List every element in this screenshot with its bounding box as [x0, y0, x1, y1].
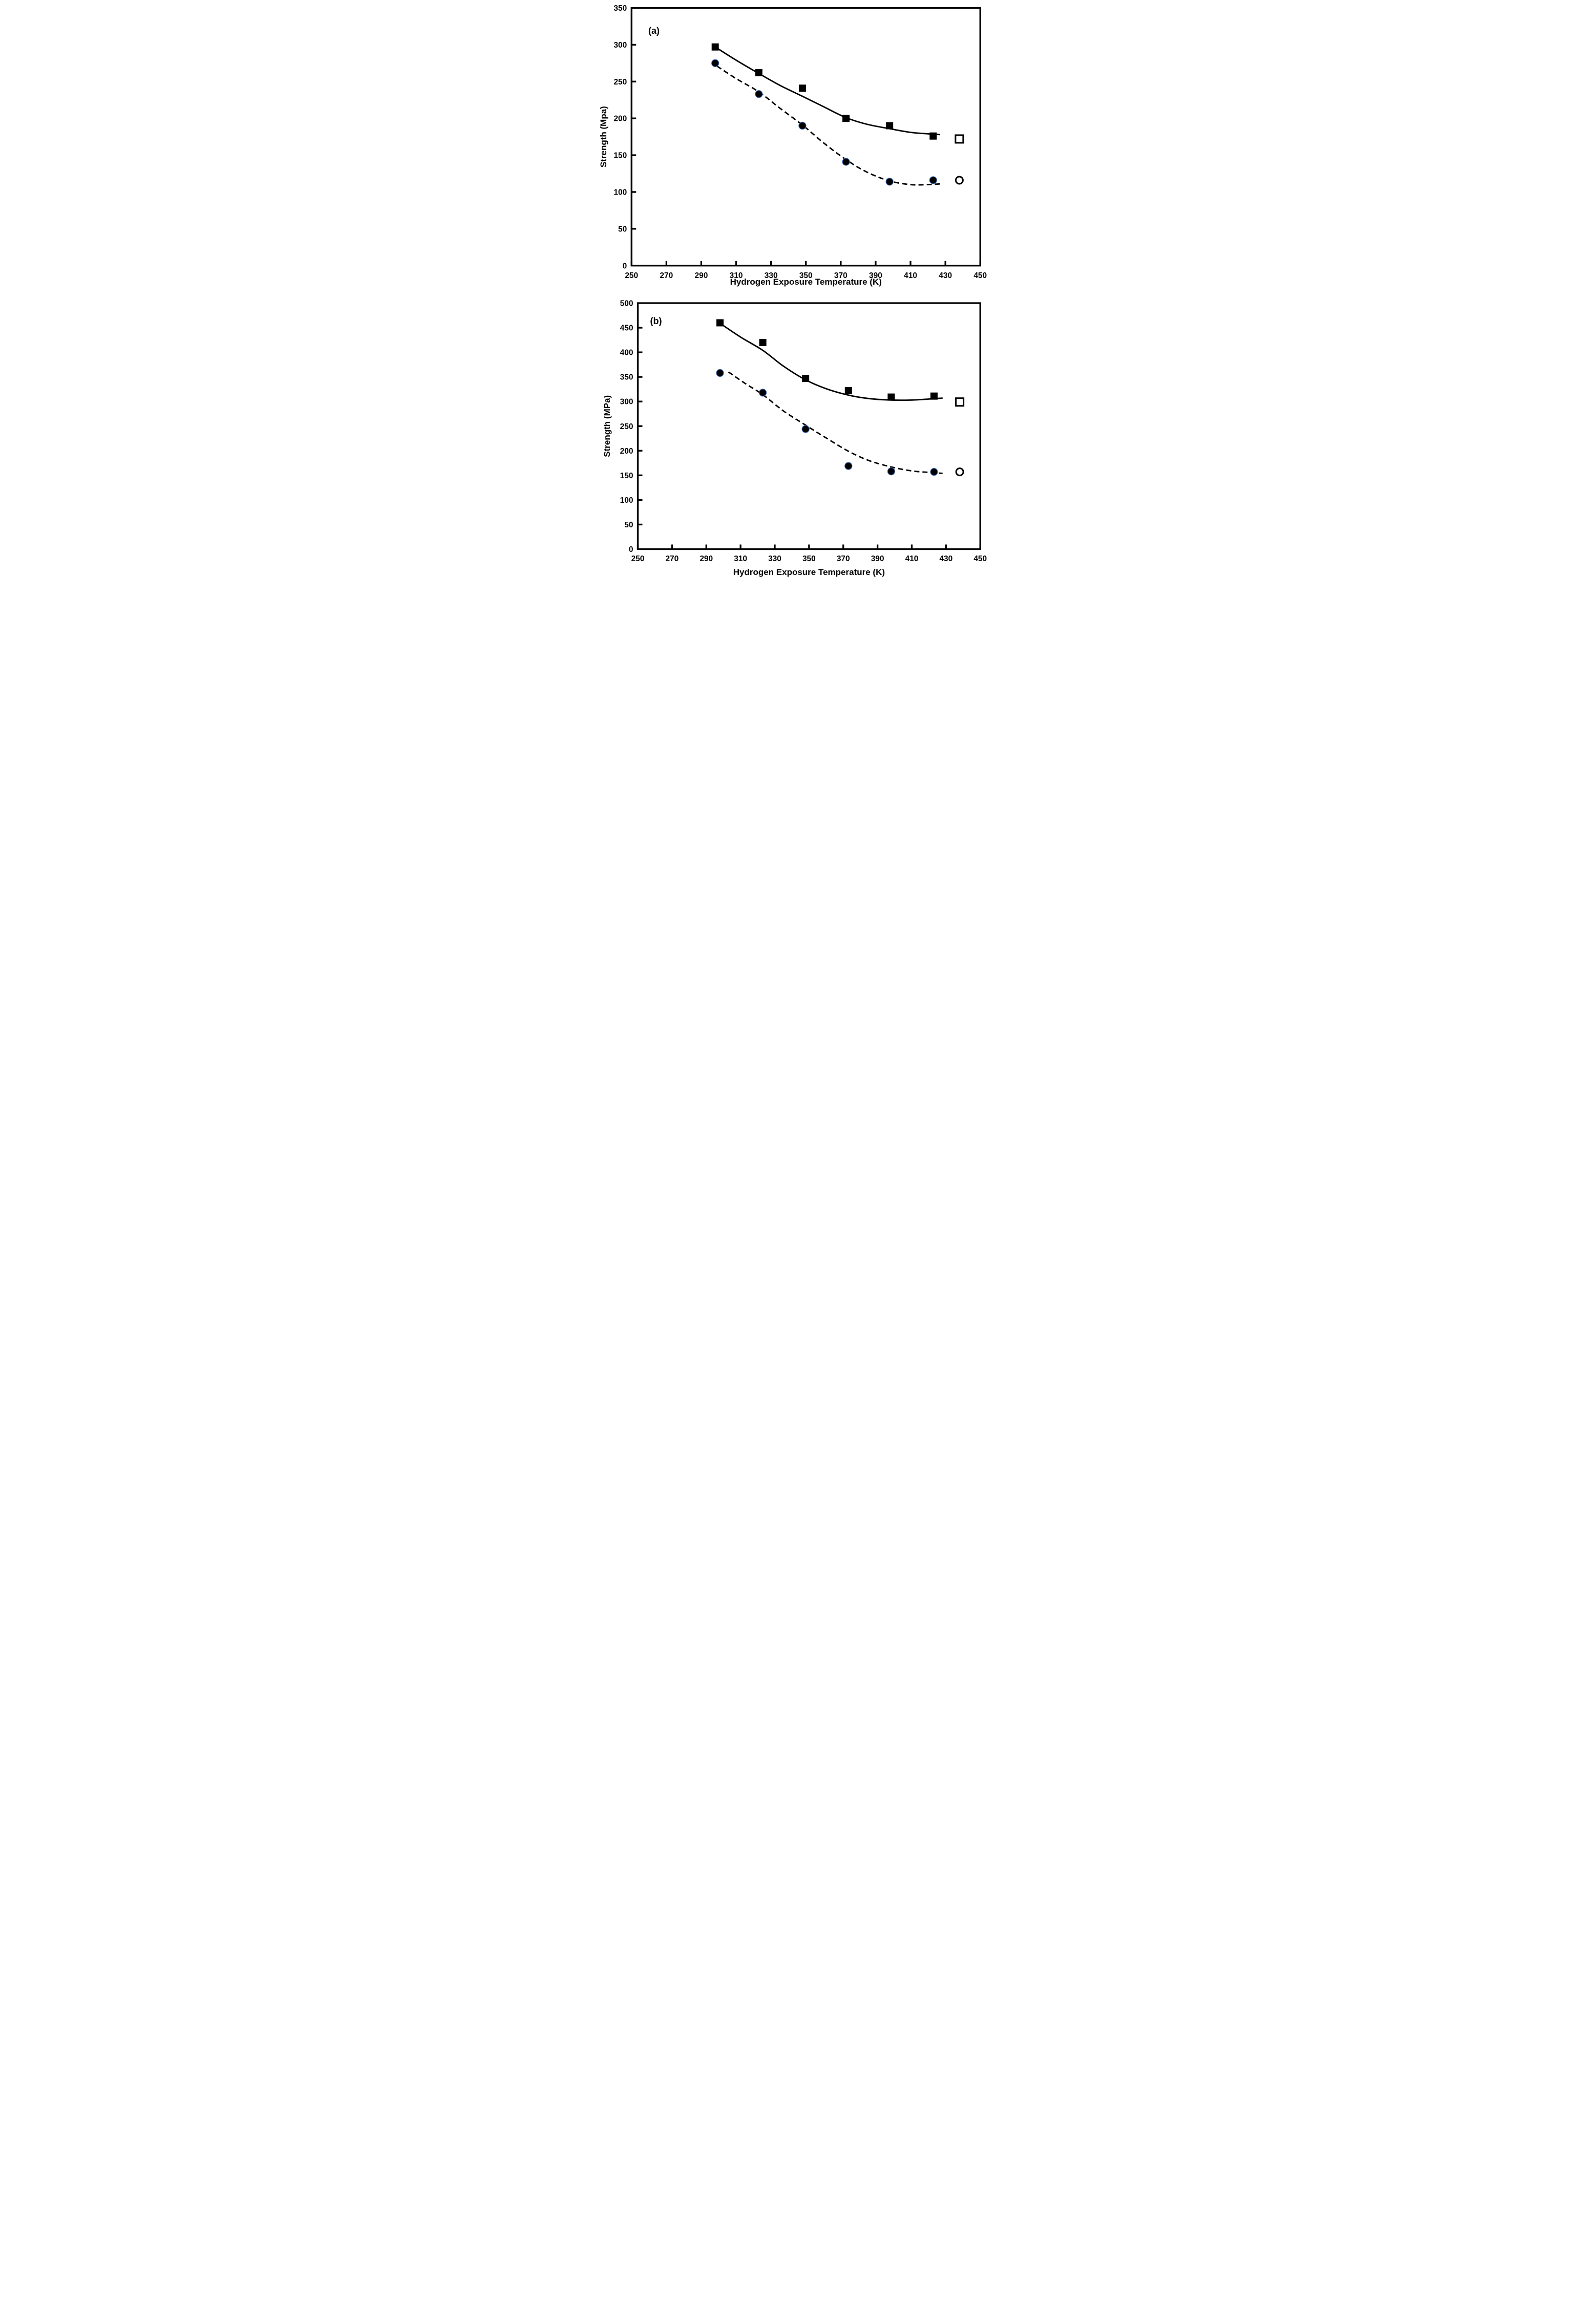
series-open-square — [955, 397, 964, 407]
x-tick-label: 410 — [904, 271, 917, 280]
x-tick-label: 350 — [802, 555, 815, 563]
x-tick-label: 290 — [694, 271, 708, 280]
series-filled-circles — [715, 369, 938, 476]
filled-square-marker — [887, 393, 895, 401]
filled-square-marker — [801, 375, 809, 382]
filled-circle-marker — [758, 389, 767, 397]
series-filled-circles — [711, 59, 937, 186]
x-tick-label: 410 — [905, 555, 918, 563]
x-tick-label: 270 — [665, 555, 679, 563]
x-tick-label: 330 — [764, 271, 777, 280]
y-tick-label: 300 — [620, 398, 633, 407]
filled-circle-marker — [841, 158, 850, 166]
y-tick-label: 200 — [613, 115, 627, 123]
x-tick-label: 450 — [973, 271, 987, 280]
filled-circle-marker — [885, 178, 894, 186]
panel-letter: (a) — [648, 26, 660, 36]
filled-square-marker — [711, 43, 719, 51]
filled-circle-marker — [711, 59, 719, 67]
x-tick-label: 430 — [939, 555, 952, 563]
axis-ticks: 250 270 290 310 330 350 370 390 410 430 450 0 50 100 1… — [613, 4, 987, 280]
x-axis-title: Hydrogen Exposure Temperature (K) — [733, 567, 884, 577]
filled-square-marker — [798, 84, 806, 92]
plot-frame — [630, 7, 981, 267]
x-tick-label: 370 — [836, 555, 850, 563]
filled-square-marker — [755, 69, 762, 77]
filled-circle-marker — [798, 121, 807, 130]
x-tick-label: 370 — [834, 271, 847, 280]
y-tick-label: 450 — [620, 324, 633, 333]
open-circle-marker — [955, 176, 964, 185]
y-tick-label: 100 — [620, 496, 633, 505]
filled-circle-marker — [754, 90, 762, 98]
x-tick-label: 350 — [799, 271, 812, 280]
panel-letter: (b) — [650, 316, 662, 326]
open-square-marker — [954, 134, 964, 144]
x-tick-label: 390 — [869, 271, 882, 280]
y-tick-label: 150 — [613, 152, 627, 160]
b-dashed-fit-curve — [728, 371, 943, 474]
y-tick-label: 100 — [613, 188, 627, 197]
x-tick-label: 310 — [729, 271, 743, 280]
series-filled-squares — [711, 43, 937, 140]
filled-square-marker — [929, 132, 937, 140]
filled-circle-marker — [801, 425, 810, 433]
filled-square-marker — [842, 115, 850, 122]
filled-square-marker — [759, 338, 767, 346]
chart-panel-b: 250 270 290 310 330 350 370 390 410 430 450 0 50 100 1… — [602, 300, 987, 578]
x-tick-label: 250 — [631, 555, 644, 563]
open-square-marker — [955, 397, 964, 407]
x-tick-label: 450 — [973, 555, 987, 563]
x-axis-title: Hydrogen Exposure Temperature (K) — [730, 277, 881, 287]
x-tick-label: 250 — [625, 271, 638, 280]
filled-square-marker — [930, 392, 938, 400]
y-axis-title: Strength (Mpa) — [599, 106, 608, 167]
y-tick-label: 250 — [620, 422, 633, 431]
figure-page: 250 270 290 310 330 350 370 390 410 430 450 0 50 100 1… — [596, 0, 993, 581]
x-tick-label: 330 — [768, 555, 781, 563]
filled-circle-marker — [844, 462, 852, 470]
b-solid-fit-curve — [719, 323, 943, 401]
y-tick-label: 400 — [620, 349, 633, 357]
x-tick-label: 390 — [871, 555, 884, 563]
plot-frame — [637, 302, 981, 550]
x-tick-label: 310 — [734, 555, 747, 563]
y-tick-label: 350 — [613, 4, 627, 13]
y-tick-label: 150 — [620, 472, 633, 480]
series-open-circle — [955, 176, 964, 185]
filled-square-marker — [716, 319, 724, 327]
y-tick-label: 350 — [620, 373, 633, 382]
open-circle-marker — [955, 467, 964, 477]
filled-circle-marker — [929, 468, 938, 476]
filled-circle-marker — [715, 369, 724, 377]
chart-panel-a: 250 270 290 310 330 350 370 390 410 430 450 0 50 100 1… — [599, 4, 987, 287]
filled-circle-marker — [929, 176, 937, 184]
series-open-square — [954, 134, 964, 144]
y-tick-label: 50 — [618, 225, 627, 233]
a-dashed-fit-curve — [716, 65, 940, 186]
a-solid-fit-curve — [714, 46, 940, 136]
filled-circle-marker — [887, 467, 895, 476]
filled-square-marker — [844, 387, 852, 395]
axis-ticks: 250 270 290 310 330 350 370 390 410 430 450 0 50 100 1… — [620, 300, 987, 564]
y-tick-label: 0 — [622, 262, 627, 270]
y-axis-title: Strength (MPa) — [602, 395, 612, 457]
series-filled-squares — [716, 319, 938, 401]
y-tick-label: 200 — [620, 447, 633, 456]
filled-square-marker — [885, 122, 893, 130]
x-tick-label: 290 — [700, 555, 713, 563]
y-tick-label: 250 — [613, 78, 627, 87]
y-tick-label: 0 — [628, 545, 633, 554]
x-tick-label: 430 — [939, 271, 952, 280]
y-tick-label: 50 — [624, 521, 633, 529]
series-open-circle — [955, 467, 964, 477]
x-tick-label: 270 — [660, 271, 673, 280]
y-tick-label: 300 — [613, 41, 627, 50]
y-tick-label: 500 — [620, 300, 633, 308]
